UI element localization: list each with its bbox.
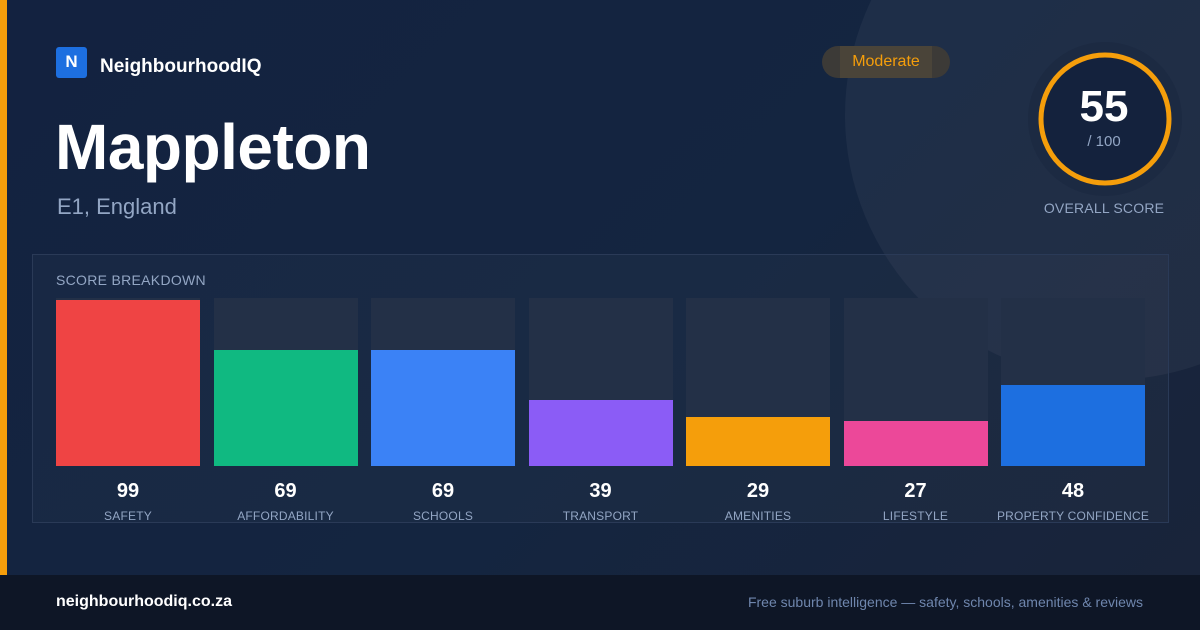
- brand-logo-icon: N: [56, 46, 87, 78]
- badge-highlight: [840, 46, 932, 78]
- brand-name: NeighbourhoodIQ: [100, 56, 262, 77]
- overall-score-caption: OVERALL SCORE: [1043, 200, 1165, 216]
- rating-badge: Moderate: [822, 46, 950, 78]
- overall-score-ring: [1028, 42, 1182, 196]
- score-breakdown-panel: [32, 254, 1169, 523]
- footer-tagline: Free suburb intelligence — safety, schoo…: [747, 594, 1143, 610]
- brand: N NeighbourhoodIQ: [56, 46, 261, 78]
- score-breakdown-title: SCORE BREAKDOWN: [56, 272, 206, 288]
- accent-bar: [0, 0, 7, 575]
- rating-badge-label: Moderate: [852, 53, 920, 70]
- overall-score-value: 55: [1079, 82, 1129, 131]
- score-ring-progress: [1038, 52, 1172, 186]
- footer: [0, 575, 1200, 630]
- overall-score-max: / 100: [1087, 133, 1121, 150]
- suburb-location: E1, England: [57, 194, 177, 219]
- footer-domain-link[interactable]: neighbourhoodiq.co.za: [56, 593, 232, 610]
- suburb-title: Mappleton: [55, 111, 371, 183]
